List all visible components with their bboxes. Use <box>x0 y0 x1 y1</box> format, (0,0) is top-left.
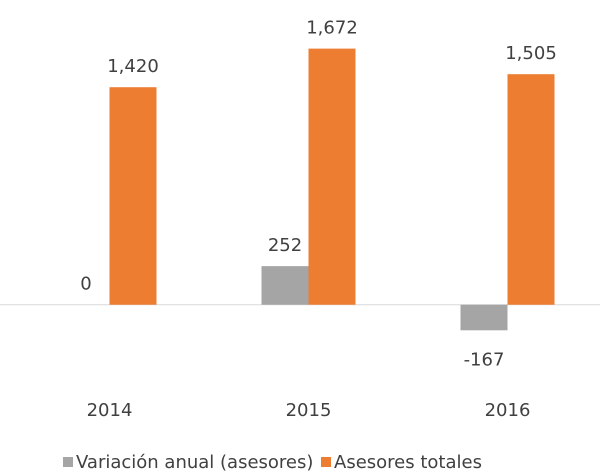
data-label: 1,672 <box>306 18 358 39</box>
data-label: 1,420 <box>107 56 159 77</box>
x-tick-label: 2016 <box>485 400 531 421</box>
x-tick-label: 2014 <box>87 400 133 421</box>
bar <box>261 266 309 305</box>
data-label: 252 <box>268 235 302 256</box>
legend-swatch <box>321 457 331 467</box>
legend-label: Variación anual (asesores) <box>76 452 313 473</box>
data-label: 0 <box>80 274 91 295</box>
bar <box>507 74 555 305</box>
data-label: 1,505 <box>505 43 557 64</box>
bar <box>109 87 157 305</box>
bar <box>460 304 508 331</box>
data-label: -167 <box>464 349 505 370</box>
x-tick-label: 2015 <box>286 400 332 421</box>
bar <box>308 48 356 305</box>
legend-swatch <box>63 457 73 467</box>
legend-label: Asesores totales <box>334 452 482 473</box>
